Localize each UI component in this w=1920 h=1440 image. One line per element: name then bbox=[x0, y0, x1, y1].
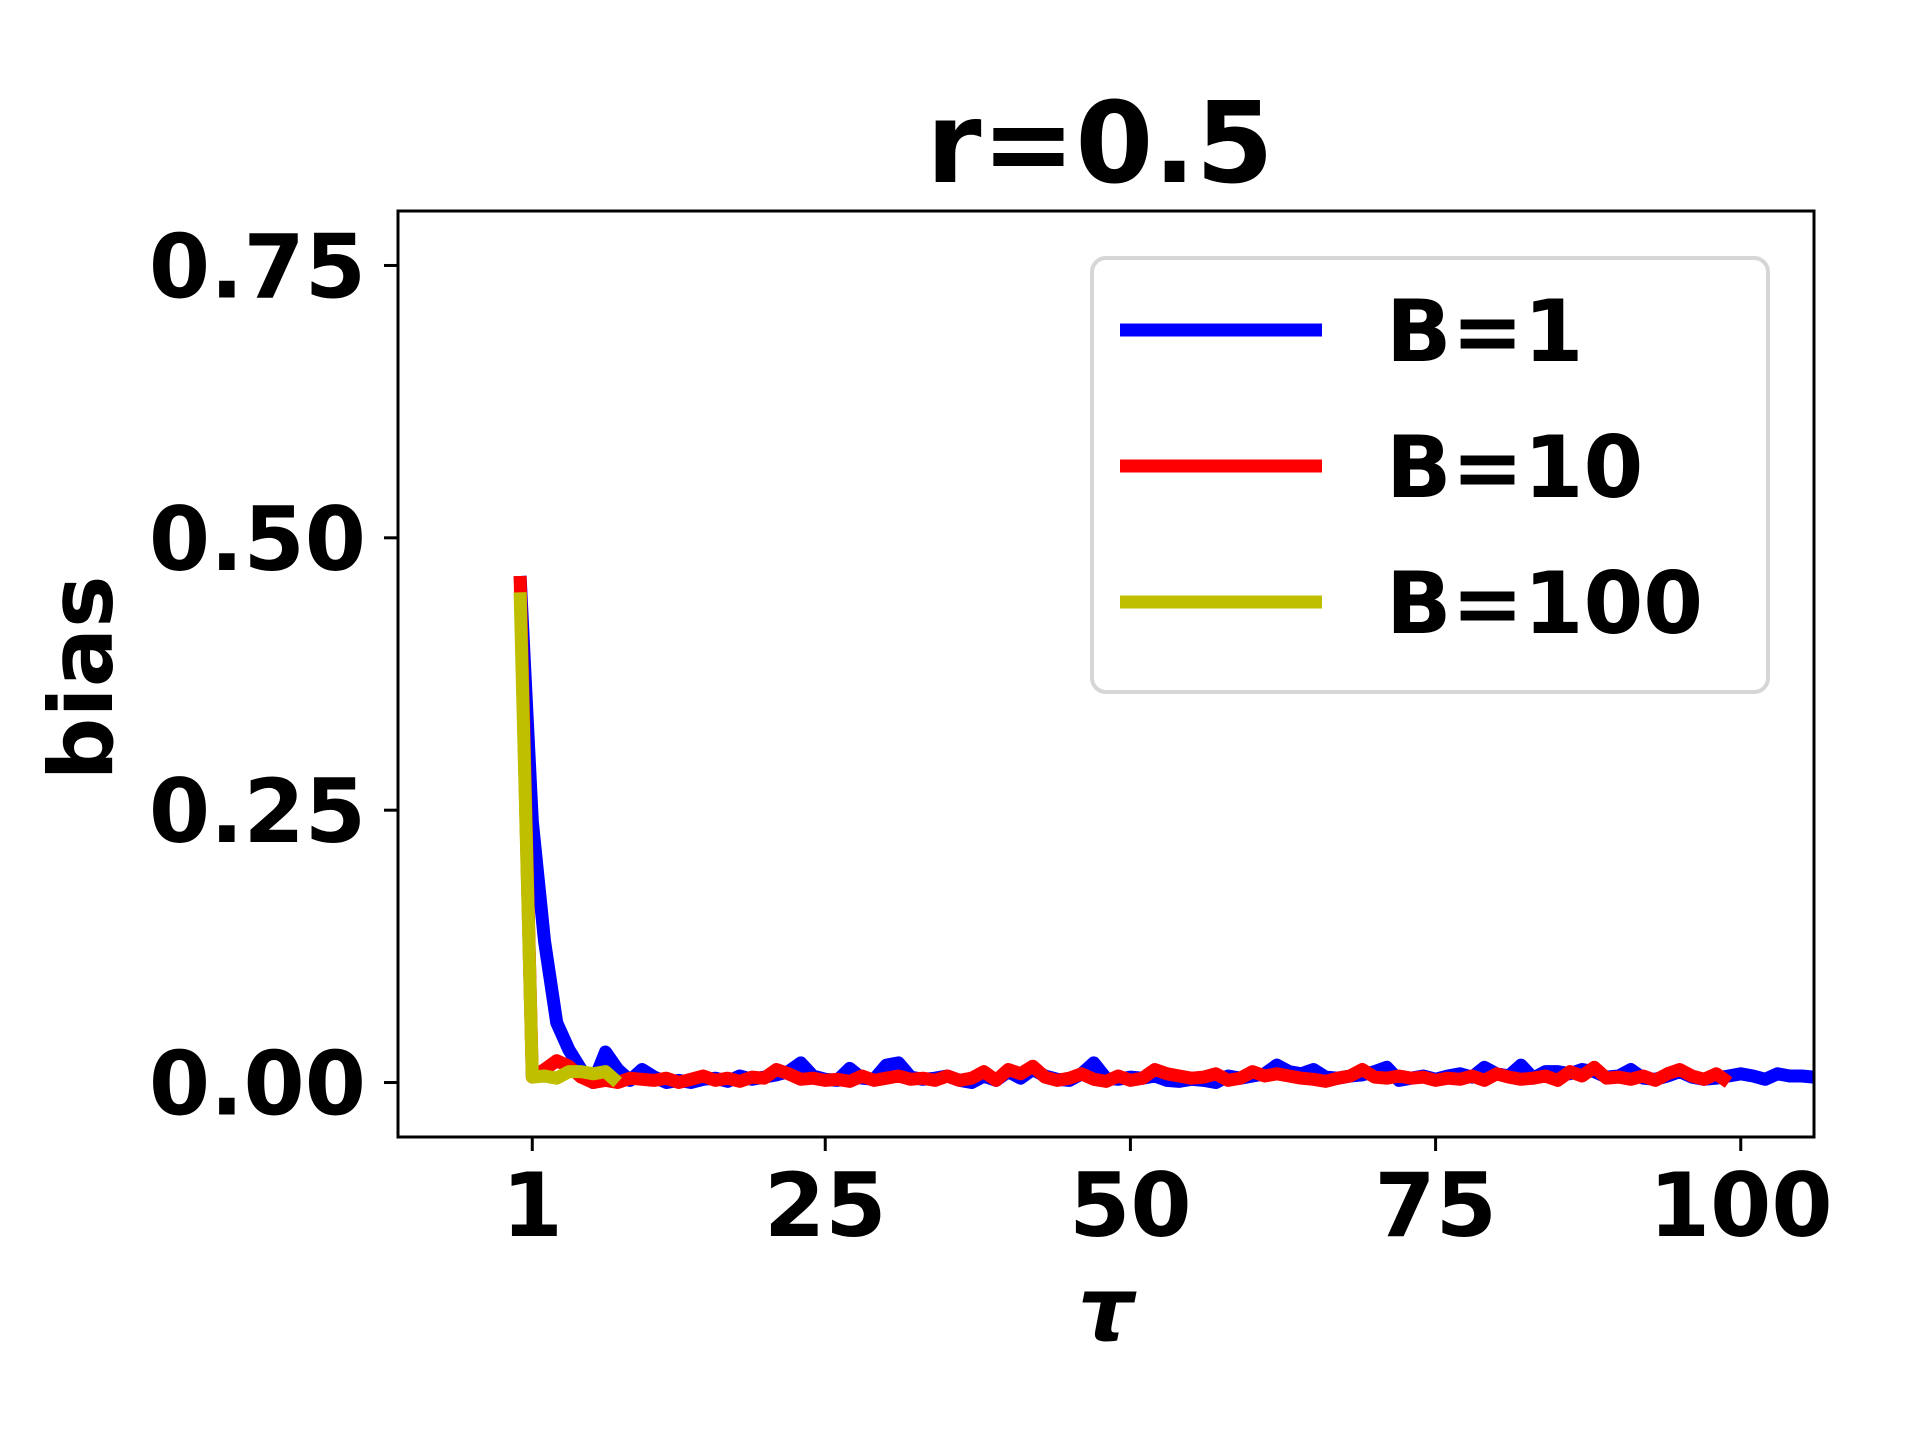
x-axis-label: τ bbox=[1078, 1258, 1137, 1361]
legend-label: B=10 bbox=[1386, 418, 1643, 518]
y-tick-label: 0.00 bbox=[149, 1033, 366, 1136]
y-axis-label: bias bbox=[30, 576, 133, 781]
y-tick-label: 0.50 bbox=[149, 488, 366, 591]
y-tick-label: 0.75 bbox=[149, 215, 366, 318]
x-axis: 1 25 50 75 100 bbox=[502, 1137, 1833, 1257]
x-tick-label: 100 bbox=[1649, 1154, 1833, 1257]
legend-label: B=100 bbox=[1386, 554, 1703, 654]
chart-title: r=0.5 bbox=[926, 79, 1273, 209]
y-tick-label: 0.25 bbox=[149, 760, 366, 863]
legend-frame bbox=[1090, 256, 1770, 694]
x-tick-label: 50 bbox=[1069, 1154, 1191, 1257]
plot-frame bbox=[396, 209, 1816, 1139]
legend: B=1 B=10 B=100 bbox=[1090, 256, 1770, 694]
x-tick-label: 75 bbox=[1374, 1154, 1496, 1257]
x-tick-label: 1 bbox=[502, 1154, 563, 1257]
series-layer bbox=[513, 575, 1814, 1089]
series-line-3 bbox=[513, 592, 623, 1088]
y-axis: 0.00 0.25 0.50 0.75 bbox=[149, 215, 398, 1136]
series-line-2 bbox=[513, 575, 1733, 1089]
legend-label: B=1 bbox=[1386, 282, 1583, 382]
x-tick-label: 25 bbox=[764, 1154, 886, 1257]
